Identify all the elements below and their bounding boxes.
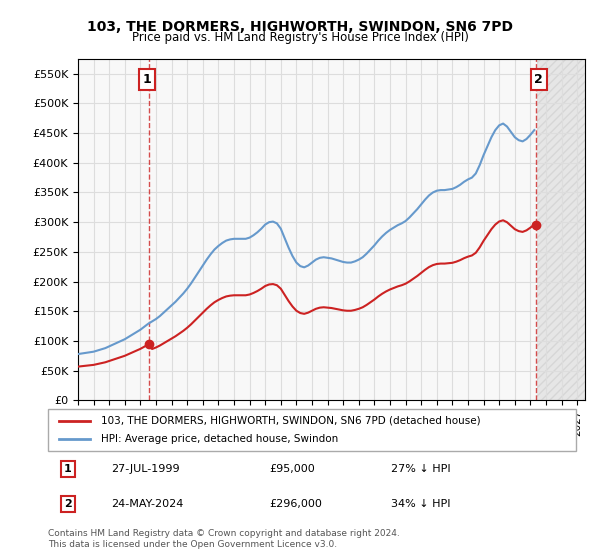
Text: Price paid vs. HM Land Registry's House Price Index (HPI): Price paid vs. HM Land Registry's House … (131, 31, 469, 44)
Text: £296,000: £296,000 (270, 499, 323, 509)
Text: 24-MAY-2024: 24-MAY-2024 (112, 499, 184, 509)
Text: 2: 2 (64, 499, 71, 509)
Text: 2: 2 (535, 73, 543, 86)
Text: 1: 1 (143, 73, 151, 86)
FancyBboxPatch shape (48, 409, 576, 451)
Text: HPI: Average price, detached house, Swindon: HPI: Average price, detached house, Swin… (101, 434, 338, 444)
Text: 1: 1 (64, 464, 71, 474)
Text: Contains HM Land Registry data © Crown copyright and database right 2024.
This d: Contains HM Land Registry data © Crown c… (48, 529, 400, 549)
Bar (537, 59, 585, 400)
Text: 27% ↓ HPI: 27% ↓ HPI (391, 464, 451, 474)
Text: £95,000: £95,000 (270, 464, 316, 474)
Text: 34% ↓ HPI: 34% ↓ HPI (391, 499, 451, 509)
Text: 103, THE DORMERS, HIGHWORTH, SWINDON, SN6 7PD: 103, THE DORMERS, HIGHWORTH, SWINDON, SN… (87, 20, 513, 34)
Text: 27-JUL-1999: 27-JUL-1999 (112, 464, 180, 474)
Text: 103, THE DORMERS, HIGHWORTH, SWINDON, SN6 7PD (detached house): 103, THE DORMERS, HIGHWORTH, SWINDON, SN… (101, 416, 481, 426)
